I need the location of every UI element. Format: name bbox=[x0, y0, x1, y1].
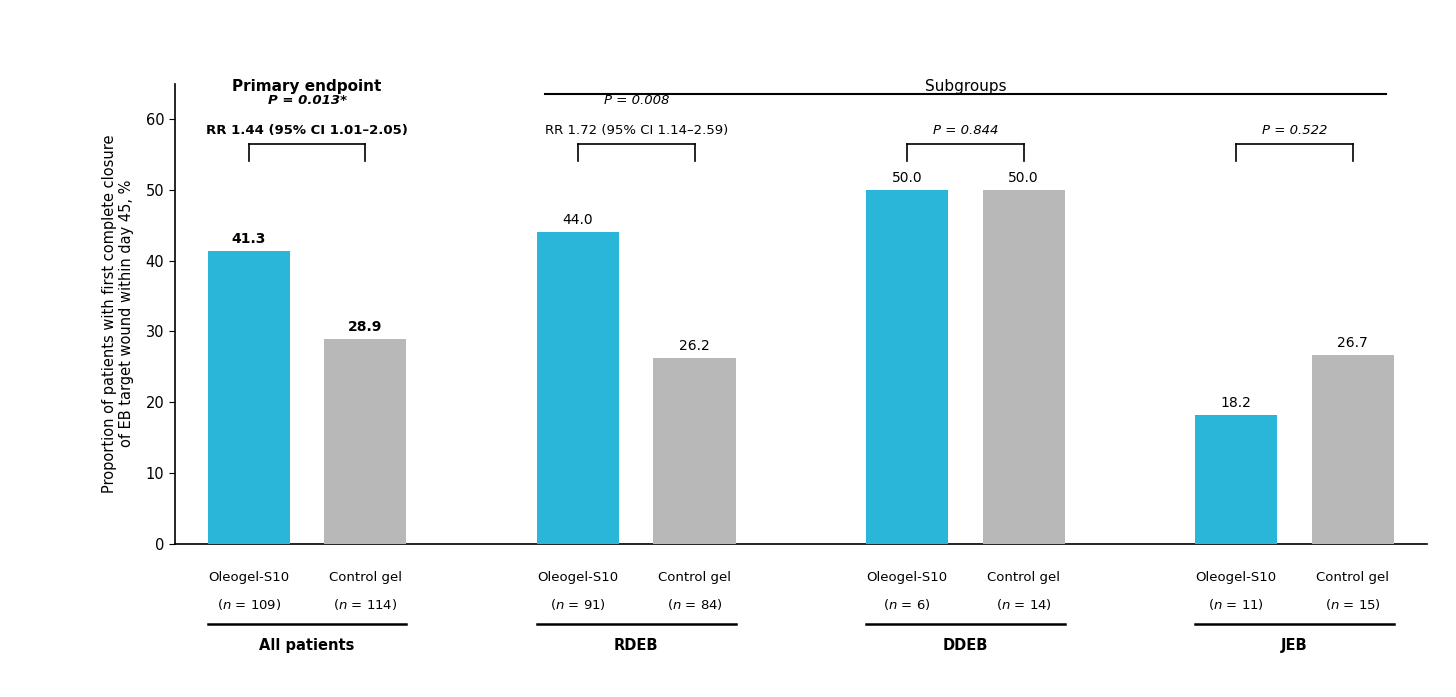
Text: ($n$ = 14): ($n$ = 14) bbox=[996, 597, 1051, 611]
Y-axis label: Proportion of patients with first complete closure
of EB target wound within day: Proportion of patients with first comple… bbox=[102, 135, 134, 493]
Text: 28.9: 28.9 bbox=[348, 320, 383, 334]
Text: 41.3: 41.3 bbox=[232, 232, 266, 247]
Text: All patients: All patients bbox=[259, 638, 355, 653]
Text: Control gel: Control gel bbox=[1316, 572, 1389, 584]
Text: Oleogel-S10: Oleogel-S10 bbox=[1195, 572, 1277, 584]
Bar bbox=[208, 252, 290, 544]
Text: Subgroups: Subgroups bbox=[925, 79, 1006, 94]
Text: JEB: JEB bbox=[1281, 638, 1307, 653]
Text: 44.0: 44.0 bbox=[562, 213, 593, 227]
Text: 26.2: 26.2 bbox=[678, 339, 711, 353]
Text: Oleogel-S10: Oleogel-S10 bbox=[537, 572, 619, 584]
Text: P = 0.844: P = 0.844 bbox=[933, 124, 997, 137]
Bar bbox=[537, 232, 619, 544]
Text: RR 1.72 (95% CI 1.14–2.59): RR 1.72 (95% CI 1.14–2.59) bbox=[545, 124, 728, 137]
Text: ($n$ = 15): ($n$ = 15) bbox=[1325, 597, 1380, 611]
Text: Control gel: Control gel bbox=[987, 572, 1060, 584]
Bar bbox=[1195, 415, 1277, 544]
Bar bbox=[983, 190, 1064, 544]
Text: Oleogel-S10: Oleogel-S10 bbox=[866, 572, 948, 584]
Text: P = 0.522: P = 0.522 bbox=[1262, 124, 1328, 137]
Text: P = 0.008: P = 0.008 bbox=[604, 94, 668, 107]
Text: ($n$ = 91): ($n$ = 91) bbox=[550, 597, 606, 611]
Text: Control gel: Control gel bbox=[329, 572, 402, 584]
Text: Primary endpoint: Primary endpoint bbox=[233, 79, 381, 94]
Bar bbox=[654, 358, 735, 544]
Text: RDEB: RDEB bbox=[614, 638, 658, 653]
Text: ($n$ = 109): ($n$ = 109) bbox=[217, 597, 281, 611]
Text: P = 0.013*: P = 0.013* bbox=[268, 94, 347, 107]
Text: Control gel: Control gel bbox=[658, 572, 731, 584]
Text: ($n$ = 84): ($n$ = 84) bbox=[667, 597, 722, 611]
Text: 26.7: 26.7 bbox=[1338, 336, 1369, 350]
Text: ($n$ = 114): ($n$ = 114) bbox=[333, 597, 397, 611]
Text: 18.2: 18.2 bbox=[1220, 396, 1252, 410]
Text: Oleogel-S10: Oleogel-S10 bbox=[208, 572, 290, 584]
Bar bbox=[1312, 355, 1393, 544]
Text: RR 1.44 (95% CI 1.01–2.05): RR 1.44 (95% CI 1.01–2.05) bbox=[207, 124, 408, 137]
Text: ($n$ = 11): ($n$ = 11) bbox=[1208, 597, 1264, 611]
Bar bbox=[866, 190, 948, 544]
Text: 50.0: 50.0 bbox=[1009, 171, 1040, 185]
Text: DDEB: DDEB bbox=[942, 638, 989, 653]
Text: 50.0: 50.0 bbox=[891, 171, 923, 185]
Bar bbox=[325, 339, 406, 544]
Text: ($n$ = 6): ($n$ = 6) bbox=[884, 597, 930, 611]
